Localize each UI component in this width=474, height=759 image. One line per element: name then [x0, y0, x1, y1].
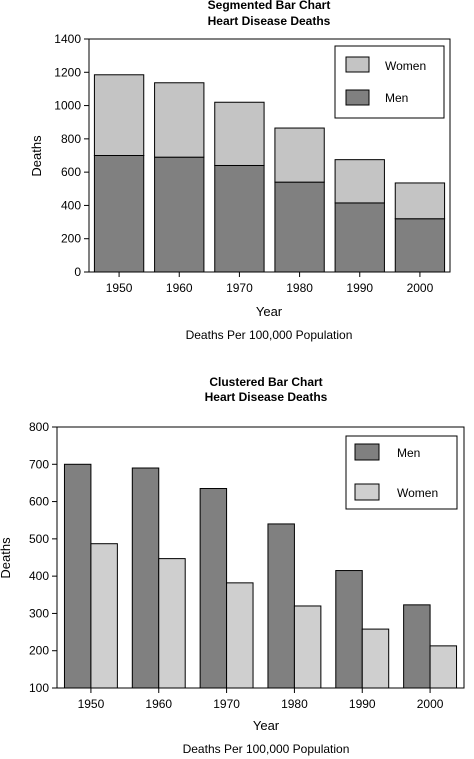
- chart1-bar-men-1970: [214, 164, 265, 273]
- chart1-bar-women-1960: [154, 82, 205, 158]
- chart2-legend-swatch-men: [354, 443, 380, 461]
- chart1-x-axis-label: Year: [256, 304, 283, 319]
- chart1-x-tick-label: 1970: [226, 281, 253, 295]
- chart2-y-axis: 100 200 300 400 500 600 700 800: [29, 420, 57, 695]
- chart1-bar-women-1990: [334, 159, 385, 204]
- chart1-y-tick-label: 1200: [54, 65, 81, 79]
- chart1-legend-swatch-women: [345, 56, 370, 73]
- chart2-bar-men-1960: [131, 467, 160, 689]
- chart2-x-tick-label: 1990: [349, 697, 376, 711]
- chart2-y-tick-label: 300: [29, 606, 49, 620]
- chart2-x-tick-label: 1960: [145, 697, 172, 711]
- chart2-bar-men-1950: [63, 463, 92, 689]
- chart2-y-tick-label: 700: [29, 457, 49, 471]
- chart2-bar-women-1990: [361, 628, 390, 689]
- chart2-y-tick-label: 600: [29, 495, 49, 509]
- chart2-x-tick-label: 1950: [78, 697, 105, 711]
- chart2-y-tick-label: 200: [29, 644, 49, 658]
- chart2-x-tick-label: 1980: [281, 697, 308, 711]
- chart1-y-tick-label: 0: [74, 265, 81, 279]
- chart1-x-axis: 1950 1960 1970 1980 1990 2000: [106, 272, 434, 295]
- chart1-y-tick-label: 600: [61, 165, 81, 179]
- chart1-x-tick-label: 2000: [407, 281, 434, 295]
- chart1-y-tick-label: 800: [61, 132, 81, 146]
- chart1-x-tick-label: 1980: [286, 281, 313, 295]
- chart1-subtitle: Heart Disease Deaths: [208, 14, 331, 28]
- chart1-legend-box: [334, 45, 445, 119]
- chart1-y-tick-label: 1000: [54, 99, 81, 113]
- chart1-x-tick-label: 1960: [166, 281, 193, 295]
- chart2-y-tick-label: 500: [29, 532, 49, 546]
- chart1-bar-men-2000: [394, 218, 446, 273]
- chart1-bar-women-1970: [214, 101, 265, 166]
- chart2-y-axis-label: Deaths: [0, 537, 13, 579]
- chart1-plot-frame: [88, 38, 451, 273]
- chart1-y-tick-label: 400: [61, 198, 81, 212]
- chart2-bar-men-2000: [403, 604, 431, 689]
- chart2-bar-women-1980: [293, 605, 322, 689]
- chart2-bar-women-2000: [429, 645, 458, 689]
- segmented-bar-chart: Segmented Bar Chart Heart Disease Deaths…: [29, 0, 451, 342]
- chart1-bar-women-1950: [93, 74, 145, 156]
- chart2-bar-men-1970: [199, 488, 228, 689]
- chart2-x-tick-label: 2000: [417, 697, 444, 711]
- chart1-bar-men-1950: [93, 155, 145, 273]
- chart1-bar-men-1980: [274, 181, 325, 273]
- chart1-legend: Women Men: [334, 45, 445, 119]
- chart1-caption: Deaths Per 100,000 Population: [186, 328, 353, 342]
- chart2-legend-label-men: Men: [397, 446, 420, 460]
- chart2-x-axis-label: Year: [253, 718, 280, 733]
- chart2-x-axis: 1950 1960 1970 1980 1990 2000: [78, 688, 444, 711]
- chart1-x-tick-label: 1950: [106, 281, 133, 295]
- chart2-plot-frame: [56, 426, 465, 689]
- chart1-y-tick-label: 200: [61, 232, 81, 246]
- chart2-y-tick-label: 400: [29, 569, 49, 583]
- chart2-title: Clustered Bar Chart: [209, 375, 322, 389]
- chart2-legend: Men Women: [345, 435, 458, 510]
- chart1-bar-men-1960: [154, 156, 205, 273]
- chart1-legend-label-women: Women: [385, 59, 426, 73]
- chart1-bar-women-1980: [274, 127, 325, 183]
- chart2-legend-swatch-women: [354, 483, 380, 501]
- chart1-bars: [93, 74, 446, 273]
- chart1-y-axis: 0 200 400 600 800 1000 1200 1400: [54, 32, 89, 279]
- chart1-bar-women-2000: [394, 182, 446, 220]
- chart2-bars: [63, 463, 458, 689]
- chart2-bar-men-1980: [267, 523, 295, 689]
- chart2-y-tick-label: 800: [29, 420, 49, 434]
- chart2-caption: Deaths Per 100,000 Population: [183, 742, 350, 756]
- chart1-y-tick-label: 1400: [54, 32, 81, 46]
- chart2-bar-women-1970: [226, 582, 254, 689]
- chart2-bar-women-1950: [90, 543, 118, 689]
- chart2-y-tick-label: 100: [29, 681, 49, 695]
- chart1-title: Segmented Bar Chart: [208, 0, 331, 12]
- chart2-bar-women-1960: [158, 558, 186, 689]
- chart2-legend-label-women: Women: [397, 486, 438, 500]
- chart2-bar-men-1990: [335, 570, 363, 689]
- chart2-subtitle: Heart Disease Deaths: [205, 390, 328, 404]
- clustered-bar-chart: Clustered Bar Chart Heart Disease Deaths…: [0, 375, 465, 756]
- chart1-legend-swatch-men: [345, 89, 370, 106]
- chart2-x-tick-label: 1970: [213, 697, 240, 711]
- chart1-x-tick-label: 1990: [346, 281, 373, 295]
- chart1-bar-men-1990: [334, 202, 385, 273]
- chart1-legend-label-men: Men: [385, 91, 408, 105]
- chart1-y-axis-label: Deaths: [29, 135, 44, 177]
